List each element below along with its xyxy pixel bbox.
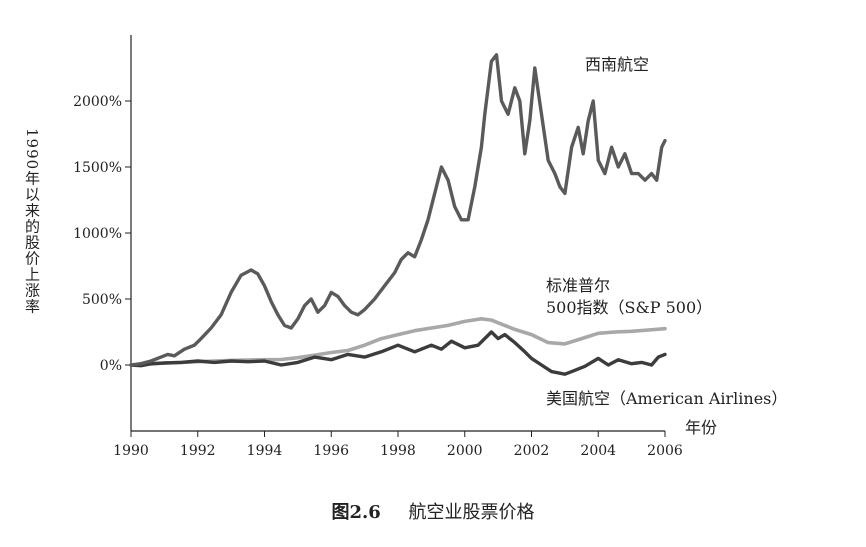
y-tick-label: 0% bbox=[100, 358, 122, 374]
series-line-0 bbox=[129, 53, 667, 367]
y-tick-label: 1000% bbox=[73, 226, 122, 242]
y-axis-label: 1990年以来的股价上涨率 bbox=[23, 128, 41, 315]
series-label-1: 标准普尔 bbox=[546, 276, 610, 295]
series-label-1: 500指数（S&P 500） bbox=[546, 298, 712, 317]
x-tick-label: 2002 bbox=[514, 443, 550, 459]
y-tick-label: 500% bbox=[82, 292, 122, 308]
figure-number: 图2.6 bbox=[331, 502, 381, 523]
x-tick-label: 1990 bbox=[113, 443, 149, 459]
x-tick-label: 2004 bbox=[580, 443, 616, 459]
y-tick-label: 1500% bbox=[73, 160, 122, 176]
x-tick-label: 1996 bbox=[313, 443, 349, 459]
series-line-2 bbox=[129, 330, 667, 376]
chart-title: 航空业股票价格 bbox=[408, 502, 535, 523]
x-tick-label: 1998 bbox=[380, 443, 416, 459]
chart-series-layer bbox=[129, 53, 667, 376]
x-tick-label: 2006 bbox=[647, 443, 683, 459]
chart-axes: 0% 500% 1000% 1500% 2000% 1990 1992 1994 1996 199… bbox=[73, 35, 717, 459]
y-tick-label: 2000% bbox=[73, 94, 122, 110]
series-label-2: 美国航空（American Airlines） bbox=[546, 389, 787, 408]
series-label-0: 西南航空 bbox=[585, 55, 649, 74]
x-tick-label: 1992 bbox=[180, 443, 216, 459]
x-tick-label: 1994 bbox=[247, 443, 283, 459]
x-tick-label: 2000 bbox=[447, 443, 483, 459]
figure-caption: 图2.6 航空业股票价格 bbox=[0, 498, 866, 524]
x-axis-label: 年份 bbox=[685, 418, 717, 437]
